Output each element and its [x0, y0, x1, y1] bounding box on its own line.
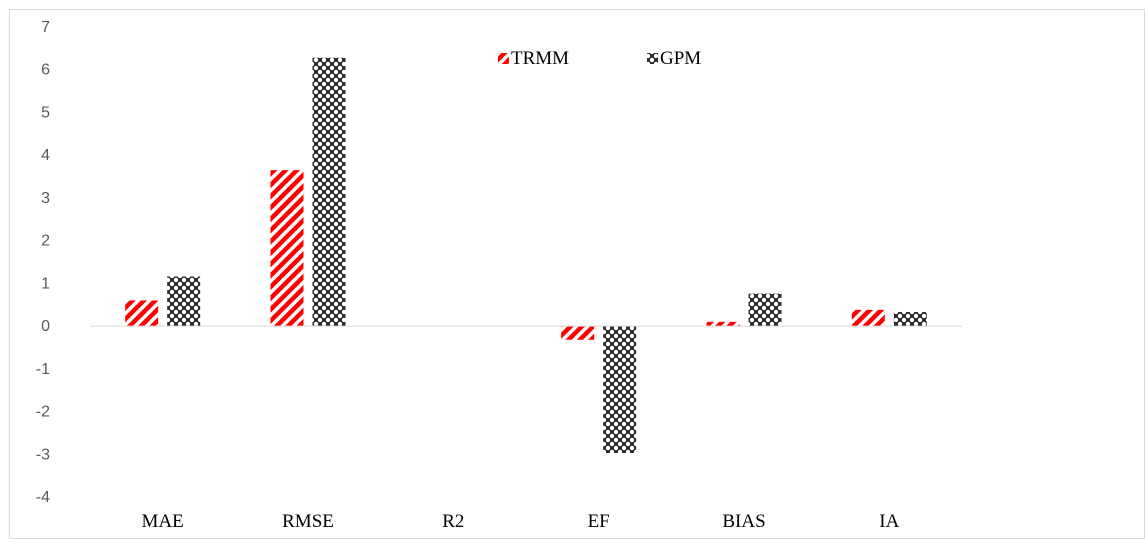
y-tick-label: 1 — [41, 275, 50, 292]
x-tick-label: IA — [879, 511, 899, 531]
legend: TRMM GPM — [498, 48, 701, 69]
y-tick-label: 5 — [41, 104, 50, 121]
legend-label-gpm: GPM — [660, 48, 701, 69]
chart-frame — [9, 9, 1145, 539]
bar-gpm-bias — [748, 293, 782, 327]
bars — [125, 57, 927, 453]
bar-gpm-mae — [167, 276, 201, 327]
y-axis: 7 6 5 4 3 2 1 0 -1 -2 -3 -4 — [36, 19, 50, 506]
y-tick-label: -2 — [36, 404, 50, 421]
y-tick-label: 4 — [41, 147, 50, 164]
x-tick-label: RMSE — [282, 511, 334, 531]
bar-gpm-ia — [893, 311, 927, 327]
bar-gpm-ef — [603, 326, 637, 453]
y-tick-label: -4 — [36, 489, 50, 506]
legend-swatch-gpm — [647, 53, 658, 64]
x-axis: MAE RMSE R2 EF BIAS IA — [142, 511, 900, 531]
x-tick-label: MAE — [142, 511, 184, 531]
y-tick-label: 3 — [41, 190, 50, 207]
bar-trmm-ef — [561, 326, 595, 340]
x-tick-label: R2 — [442, 511, 464, 531]
legend-label-trmm: TRMM — [511, 48, 569, 69]
bar-trmm-ia — [851, 309, 885, 327]
y-tick-label: 0 — [41, 318, 50, 335]
x-tick-label: EF — [588, 511, 610, 531]
y-tick-label: 7 — [41, 19, 50, 36]
y-tick-label: -1 — [36, 361, 50, 378]
bar-trmm-rmse — [270, 170, 304, 327]
legend-swatch-trmm — [498, 53, 509, 64]
bar-trmm-bias — [706, 321, 740, 327]
y-tick-label: 6 — [41, 62, 50, 79]
y-tick-label: -3 — [36, 446, 50, 463]
bar-gpm-rmse — [312, 57, 346, 327]
y-tick-label: 2 — [41, 233, 50, 250]
bar-trmm-mae — [125, 300, 159, 327]
x-tick-label: BIAS — [722, 511, 765, 531]
